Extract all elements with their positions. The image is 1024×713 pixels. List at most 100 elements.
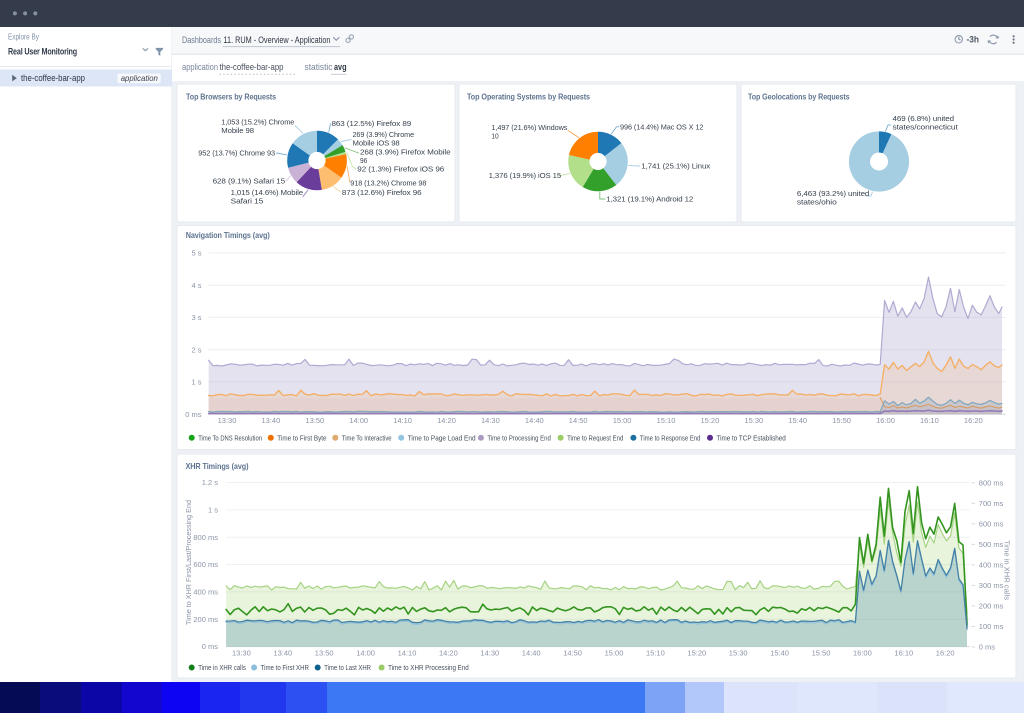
- svg-text:6,463 (93.2%) united: 6,463 (93.2%) united: [797, 189, 869, 198]
- svg-text:4 s: 4 s: [191, 281, 201, 290]
- svg-text:15:20: 15:20: [687, 649, 706, 658]
- svg-text:15:50: 15:50: [832, 416, 851, 425]
- svg-text:500 ms: 500 ms: [979, 540, 1004, 549]
- svg-text:15:30: 15:30: [744, 416, 763, 425]
- svg-text:800 ms: 800 ms: [193, 533, 218, 542]
- svg-text:92 (1.3%) Firefox iOS 96: 92 (1.3%) Firefox iOS 96: [357, 164, 444, 173]
- svg-text:1.2 s: 1.2 s: [202, 478, 219, 487]
- svg-text:Mobile 98: Mobile 98: [221, 126, 254, 135]
- svg-text:16:10: 16:10: [920, 416, 939, 425]
- svg-text:0 ms: 0 ms: [185, 410, 202, 419]
- svg-text:268 (3.9%) Firefox Mobile: 268 (3.9%) Firefox Mobile: [360, 147, 451, 156]
- svg-text:statistic: statistic: [305, 62, 333, 72]
- svg-text:1,015 (14.6%) Mobile: 1,015 (14.6%) Mobile: [231, 188, 303, 197]
- svg-text:13:40: 13:40: [262, 416, 281, 425]
- svg-text:16:00: 16:00: [853, 649, 872, 658]
- svg-text:Safari 15: Safari 15: [231, 196, 264, 205]
- svg-text:states/connecticut: states/connecticut: [893, 123, 959, 132]
- svg-text:the-coffee-bar-app: the-coffee-bar-app: [21, 73, 85, 83]
- svg-text:863 (12.5%) Firefox 89: 863 (12.5%) Firefox 89: [332, 119, 412, 128]
- svg-text:Time to First XHR: Time to First XHR: [261, 663, 310, 672]
- svg-text:13:30: 13:30: [218, 416, 237, 425]
- svg-text:14:50: 14:50: [563, 649, 582, 658]
- svg-text:469 (6.8%) united: 469 (6.8%) united: [893, 114, 955, 123]
- svg-text:Navigation Timings (avg): Navigation Timings (avg): [186, 230, 270, 240]
- svg-text:Explore By: Explore By: [8, 33, 39, 42]
- svg-text:952 (13.7%) Chrome 93: 952 (13.7%) Chrome 93: [198, 149, 275, 158]
- svg-text:Dashboards: Dashboards: [182, 35, 221, 45]
- svg-text:400 ms: 400 ms: [979, 561, 1004, 570]
- svg-text:Top Geolocations by Requests: Top Geolocations by Requests: [748, 92, 850, 102]
- svg-text:1,321 (19.1%) Android 12: 1,321 (19.1%) Android 12: [606, 195, 693, 204]
- svg-text:3 s: 3 s: [191, 313, 201, 322]
- svg-text:15:40: 15:40: [788, 416, 807, 425]
- svg-text:400 ms: 400 ms: [193, 588, 218, 597]
- svg-text:states/ohio: states/ohio: [797, 197, 837, 206]
- svg-text:16:10: 16:10: [894, 649, 913, 658]
- svg-text:14:30: 14:30: [481, 416, 500, 425]
- svg-text:Time to First Byte: Time to First Byte: [277, 433, 326, 442]
- svg-text:1,497 (21.6%) Windows: 1,497 (21.6%) Windows: [491, 123, 567, 132]
- svg-text:15:10: 15:10: [657, 416, 676, 425]
- svg-text:100 ms: 100 ms: [979, 622, 1004, 631]
- svg-text:918 (13.2%) Chrome 98: 918 (13.2%) Chrome 98: [350, 179, 426, 188]
- svg-text:1 s: 1 s: [208, 506, 218, 515]
- svg-text:16:00: 16:00: [876, 416, 895, 425]
- svg-text:15:00: 15:00: [605, 649, 624, 658]
- svg-text:1 s: 1 s: [191, 378, 201, 387]
- svg-text:14:10: 14:10: [393, 416, 412, 425]
- svg-text:Top Browsers by Requests: Top Browsers by Requests: [186, 92, 276, 102]
- svg-text:13:30: 13:30: [232, 649, 251, 658]
- svg-text:Time to Page Load End: Time to Page Load End: [408, 433, 476, 442]
- svg-text:14:20: 14:20: [439, 649, 458, 658]
- svg-text:Mobile iOS 98: Mobile iOS 98: [353, 139, 400, 148]
- svg-text:0 ms: 0 ms: [202, 642, 219, 651]
- svg-text:15:00: 15:00: [613, 416, 632, 425]
- svg-text:2 s: 2 s: [191, 345, 201, 354]
- svg-text:Real User Monitoring: Real User Monitoring: [8, 47, 77, 57]
- svg-text:14:30: 14:30: [480, 649, 499, 658]
- svg-text:14:40: 14:40: [522, 649, 541, 658]
- svg-text:200 ms: 200 ms: [979, 602, 1004, 611]
- svg-text:Time in XHR calls: Time in XHR calls: [198, 663, 246, 672]
- svg-text:Time To DNS Resolution: Time To DNS Resolution: [198, 433, 262, 442]
- svg-text:14:50: 14:50: [569, 416, 588, 425]
- svg-text:15:50: 15:50: [812, 649, 831, 658]
- svg-text:Time To Interactive: Time To Interactive: [342, 433, 392, 442]
- svg-text:873 (12.6%) Firefox 96: 873 (12.6%) Firefox 96: [342, 188, 422, 197]
- svg-text:Time in XHR calls: Time in XHR calls: [1003, 540, 1010, 601]
- svg-text:600 ms: 600 ms: [979, 519, 1004, 528]
- svg-text:avg: avg: [334, 62, 347, 72]
- svg-text:14:20: 14:20: [437, 416, 456, 425]
- svg-text:Time to TCP Established: Time to TCP Established: [717, 433, 786, 442]
- svg-text:16:20: 16:20: [936, 649, 955, 658]
- svg-text:16:20: 16:20: [964, 416, 983, 425]
- svg-text:Time to Last XHR: Time to Last XHR: [324, 663, 371, 672]
- svg-text:15:30: 15:30: [729, 649, 748, 658]
- svg-text:13:40: 13:40: [273, 649, 292, 658]
- svg-text:application: application: [182, 62, 218, 72]
- svg-text:700 ms: 700 ms: [979, 499, 1004, 508]
- svg-text:14:00: 14:00: [349, 416, 368, 425]
- svg-text:15:40: 15:40: [770, 649, 789, 658]
- svg-text:11. RUM - Overview - Applicati: 11. RUM - Overview - Application: [224, 35, 331, 45]
- svg-text:Top Operating Systems by Reque: Top Operating Systems by Requests: [467, 92, 590, 102]
- svg-text:996 (14.4%) Mac OS X 12: 996 (14.4%) Mac OS X 12: [620, 122, 703, 131]
- svg-text:XHR Timings (avg): XHR Timings (avg): [186, 461, 249, 471]
- svg-text:14:10: 14:10: [398, 649, 417, 658]
- svg-text:1,053 (15.2%) Chrome: 1,053 (15.2%) Chrome: [221, 118, 294, 127]
- svg-text:13:50: 13:50: [305, 416, 324, 425]
- svg-text:5 s: 5 s: [191, 249, 201, 258]
- svg-text:269 (3.9%) Chrome: 269 (3.9%) Chrome: [353, 130, 415, 139]
- svg-text:96: 96: [360, 156, 367, 165]
- svg-text:the-coffee-bar-app: the-coffee-bar-app: [220, 62, 284, 72]
- svg-text:Time to Response End: Time to Response End: [640, 433, 701, 442]
- svg-text:Time to XHR First/Last/Process: Time to XHR First/Last/Processing End: [186, 500, 193, 625]
- svg-text:600 ms: 600 ms: [193, 560, 218, 569]
- svg-text:-3h: -3h: [967, 35, 980, 45]
- svg-text:application: application: [121, 73, 158, 83]
- svg-text:Time to Processing End: Time to Processing End: [487, 433, 550, 442]
- svg-text:1,741 (25.1%) Linux: 1,741 (25.1%) Linux: [641, 161, 710, 170]
- svg-text:800 ms: 800 ms: [979, 478, 1004, 487]
- svg-text:14:00: 14:00: [356, 649, 375, 658]
